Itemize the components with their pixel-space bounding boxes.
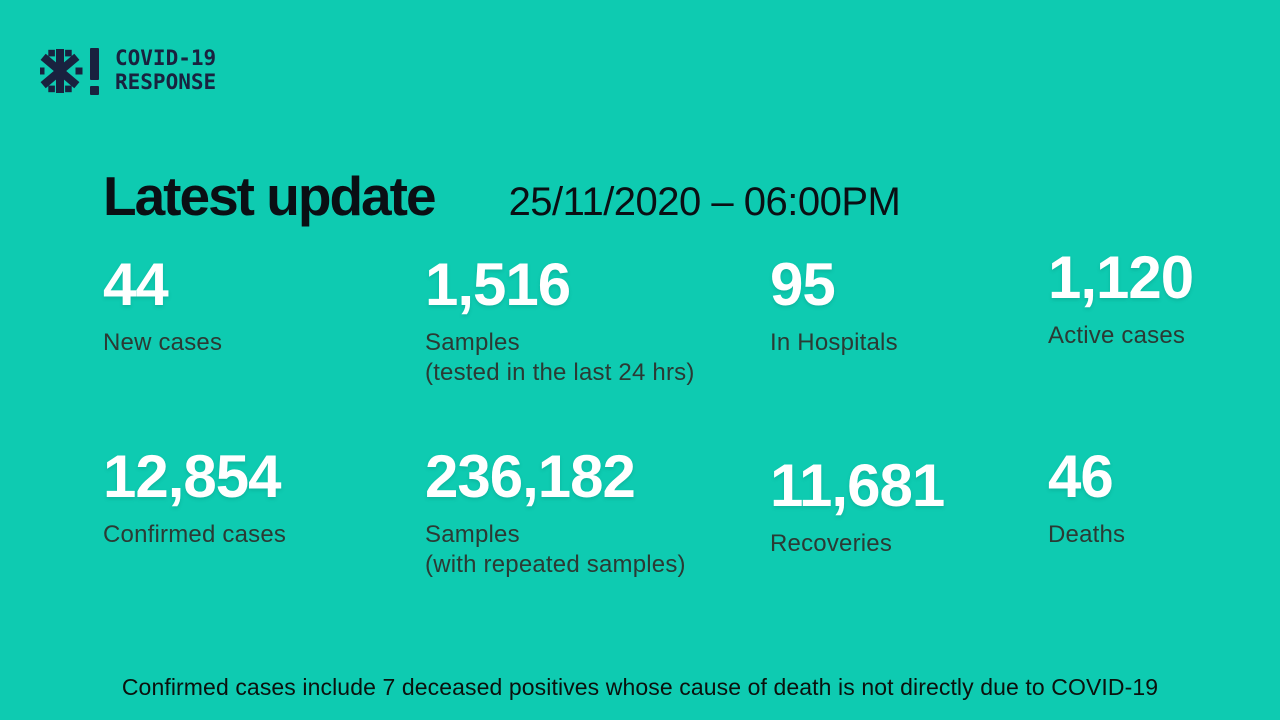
stat-value: 236,182 (425, 443, 636, 510)
stat-label: Deaths (1048, 521, 1126, 548)
stats-grid: 44 New cases 1,516 Samples (tested in th… (103, 248, 1260, 640)
stat-deaths: 46 Deaths (1048, 443, 1260, 640)
stat-value: 95 (770, 251, 836, 318)
brand-name: COVID-19 RESPONSE (115, 46, 217, 94)
update-timestamp: 25/11/2020 – 06:00PM (508, 180, 901, 224)
stat-value: 44 (103, 251, 169, 318)
stat-sublabel: (tested in the last 24 hrs) (425, 359, 695, 386)
stat-sublabel: (with repeated samples) (425, 551, 686, 578)
stat-value: 1,516 (425, 251, 571, 318)
stat-value: 46 (1048, 443, 1114, 510)
stat-new-cases: 44 New cases (103, 251, 425, 448)
stat-label: In Hospitals (770, 329, 898, 356)
stat-active-cases: 1,120 Active cases (1048, 244, 1260, 448)
stat-samples-24h: 1,516 Samples (tested in the last 24 hrs… (425, 251, 770, 448)
stat-label: Confirmed cases (103, 521, 287, 548)
stat-label: Recoveries (770, 530, 893, 557)
brand-logo: COVID-19 RESPONSE (40, 44, 216, 98)
stat-label: Samples (425, 329, 520, 356)
stat-value: 11,681 (770, 452, 945, 519)
footer-note: Confirmed cases include 7 deceased posit… (121, 674, 1159, 700)
heading-row: Latest update 25/11/2020 – 06:00PM (103, 166, 1240, 227)
stat-recoveries: 11,681 Recoveries (770, 452, 1048, 640)
stat-label: Samples (425, 521, 520, 548)
exclamation-icon (90, 48, 99, 95)
stat-label: Active cases (1048, 322, 1186, 349)
stat-confirmed-cases: 12,854 Confirmed cases (103, 443, 425, 640)
stat-value: 12,854 (103, 443, 282, 510)
virus-asterisk-icon (40, 48, 99, 95)
stat-in-hospitals: 95 In Hospitals (770, 251, 1048, 448)
stat-samples-total: 236,182 Samples (with repeated samples) (425, 443, 770, 640)
page-title: Latest update (103, 165, 437, 227)
stat-label: New cases (103, 329, 223, 356)
stat-value: 1,120 (1048, 244, 1194, 311)
